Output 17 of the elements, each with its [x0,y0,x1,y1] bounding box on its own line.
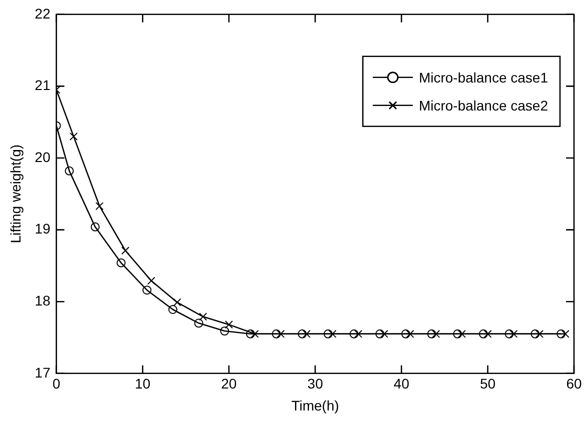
y-tick-label: 22 [34,5,51,22]
x-tick-label: 60 [566,376,582,392]
x-tick-label: 50 [480,376,496,392]
x-tick-label: 40 [394,376,410,392]
x-tick-label: 0 [52,376,60,392]
y-tick-label: 17 [34,364,51,380]
y-tick-label: 18 [34,292,51,308]
legend-label: Micro-balance case1 [418,69,548,86]
x-tick-label: 20 [221,376,237,392]
x-tick-label: 10 [134,376,151,392]
y-tick-label: 21 [34,77,51,94]
x-tick-label: 30 [307,376,324,392]
y-axis-title: Lifting weight(g) [7,144,24,244]
legend-label: Micro-balance case2 [418,97,548,114]
x-axis-title: Time(h) [291,397,340,414]
y-tick-label: 20 [34,148,51,165]
y-tick-label: 19 [34,220,51,237]
